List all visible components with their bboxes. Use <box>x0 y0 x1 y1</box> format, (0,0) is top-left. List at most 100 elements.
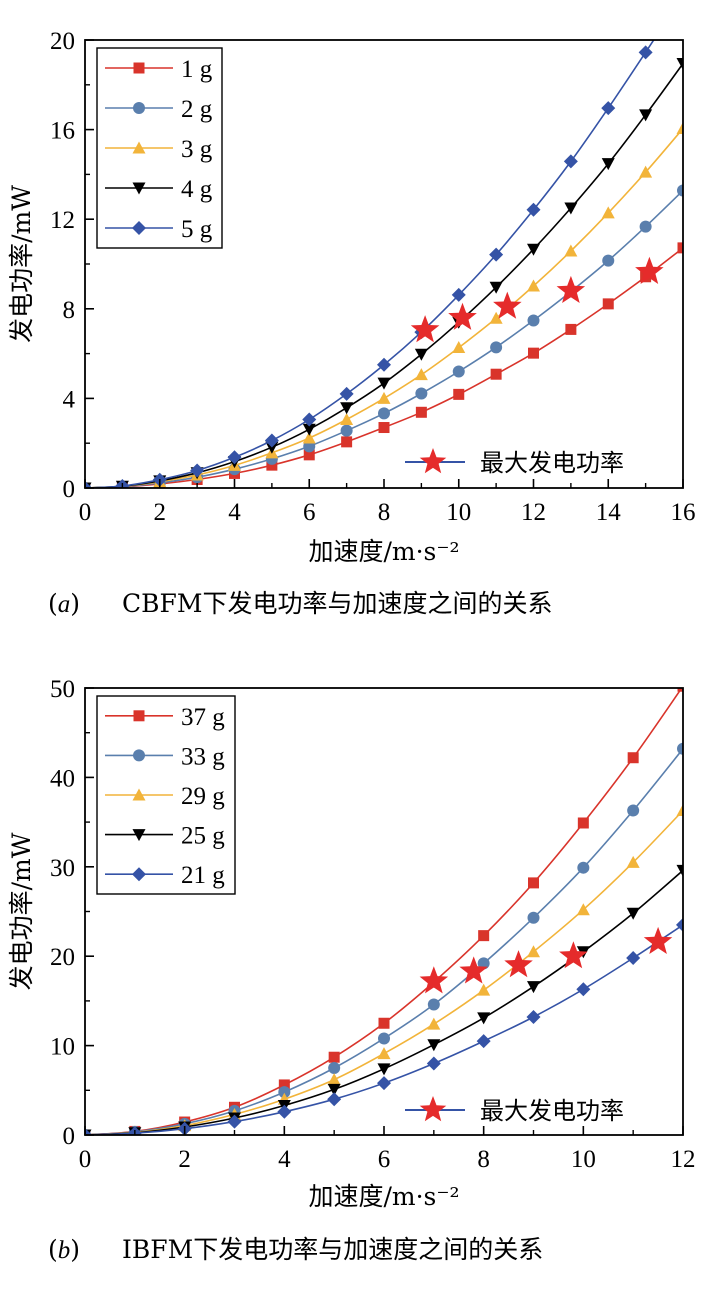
data-point <box>341 436 353 448</box>
legend-label: 2 g <box>181 96 213 123</box>
x-tick-label: 0 <box>79 499 92 526</box>
data-point <box>526 1009 541 1024</box>
x-tick-label: 2 <box>178 1146 191 1173</box>
data-point <box>627 752 639 764</box>
legend-label: 1 g <box>181 56 213 83</box>
data-point <box>601 101 616 116</box>
x-axis: 0 2 4 6 8 10 12 <box>79 1126 696 1173</box>
data-point <box>601 158 615 171</box>
data-point <box>676 864 683 877</box>
legend-star-icon <box>419 1096 447 1122</box>
data-point <box>278 1086 291 1099</box>
max-power-star <box>459 956 488 984</box>
data-point <box>303 449 315 461</box>
y-tick-label: 16 <box>50 118 75 145</box>
data-point <box>190 463 205 478</box>
data-point <box>414 368 428 381</box>
data-point <box>377 377 391 390</box>
legend-label: 最大发电功率 <box>480 1097 624 1125</box>
legend-marker <box>132 788 146 801</box>
x-tick-label: 8 <box>378 499 391 526</box>
data-point <box>339 386 354 401</box>
figure-caption: (b) IBFM下发电功率与加速度之间的关系 <box>48 1235 543 1264</box>
data-point <box>602 298 614 310</box>
legend-entry: 29 g <box>105 783 225 810</box>
data-point <box>476 1034 491 1049</box>
x-tick-label: 10 <box>446 499 471 526</box>
figure-caption: (a) CBFM下发电功率与加速度之间的关系 <box>48 589 552 618</box>
legend-star-icon <box>419 448 447 474</box>
data-point <box>527 279 540 292</box>
data-point <box>477 957 490 970</box>
data-point <box>563 154 578 169</box>
data-point <box>626 950 641 965</box>
data-point <box>490 368 502 380</box>
legend-entry-max-power: 最大发电功率 <box>405 448 624 477</box>
legend-label: 33 g <box>181 743 225 770</box>
x-axis-label: 加速度/m·s⁻² <box>308 1182 459 1211</box>
data-point <box>626 855 640 868</box>
data-point <box>677 688 683 692</box>
y-tick-label: 0 <box>63 476 76 503</box>
data-point <box>227 450 242 465</box>
data-point <box>227 1114 242 1129</box>
y-tick-label: 8 <box>63 297 76 324</box>
x-tick-label: 16 <box>671 499 696 526</box>
data-point <box>378 407 390 420</box>
data-point <box>490 341 503 354</box>
y-tick-label: 0 <box>63 1123 76 1150</box>
data-point <box>564 244 578 257</box>
data-point <box>528 347 539 359</box>
y-tick-label: 30 <box>50 855 75 882</box>
legend-marker <box>132 867 146 882</box>
legend-marker <box>132 182 146 195</box>
data-point <box>576 903 590 916</box>
data-point <box>453 388 465 400</box>
legend-marker <box>133 102 145 114</box>
legend-label: 最大发电功率 <box>480 449 624 477</box>
data-point <box>677 184 683 197</box>
chart-b: 0 2 4 6 8 10 12 0 10 20 30 40 50 加速度/m·s⁻² 发电功率/mW 37 g… <box>7 676 696 1264</box>
data-point <box>528 877 539 889</box>
legend-marker <box>132 141 146 154</box>
legend-entry: 5 g <box>105 216 213 243</box>
data-point <box>477 1012 491 1025</box>
legend-label: 37 g <box>181 704 225 731</box>
legend-marker <box>133 749 145 762</box>
legend-entry: 33 g <box>105 743 225 770</box>
x-tick-label: 4 <box>278 1146 291 1173</box>
x-tick-label: 12 <box>671 1146 696 1173</box>
data-point <box>601 206 615 219</box>
max-power-points <box>419 926 673 994</box>
data-point <box>426 1056 441 1071</box>
data-point <box>277 1104 292 1119</box>
y-tick-label: 20 <box>50 944 75 971</box>
data-point <box>527 911 540 924</box>
legend-label: 5 g <box>181 216 213 243</box>
data-point <box>639 109 653 122</box>
data-point <box>676 917 683 932</box>
data-point <box>627 804 640 817</box>
data-point <box>377 357 391 372</box>
data-point <box>489 247 504 262</box>
x-tick-label: 6 <box>378 1146 391 1173</box>
data-point <box>489 281 503 294</box>
legend-entry: 21 g <box>105 862 225 889</box>
data-point <box>638 45 653 60</box>
x-tick-label: 12 <box>521 499 546 526</box>
data-point <box>327 1092 342 1107</box>
max-power-star <box>643 926 673 954</box>
data-point <box>677 242 683 254</box>
series-line <box>85 869 683 1135</box>
data-point <box>577 861 590 874</box>
legend-entry: 1 g <box>105 56 213 83</box>
data-point <box>327 1083 341 1096</box>
data-point <box>85 1128 92 1135</box>
max-power-star <box>504 950 533 978</box>
max-power-star <box>559 941 588 969</box>
legend-entry: 37 g <box>105 704 225 731</box>
y-axis: 0 4 8 12 16 20 <box>50 28 94 503</box>
y-axis: 0 10 20 30 40 50 <box>50 676 94 1150</box>
legend-label: 4 g <box>181 176 213 203</box>
